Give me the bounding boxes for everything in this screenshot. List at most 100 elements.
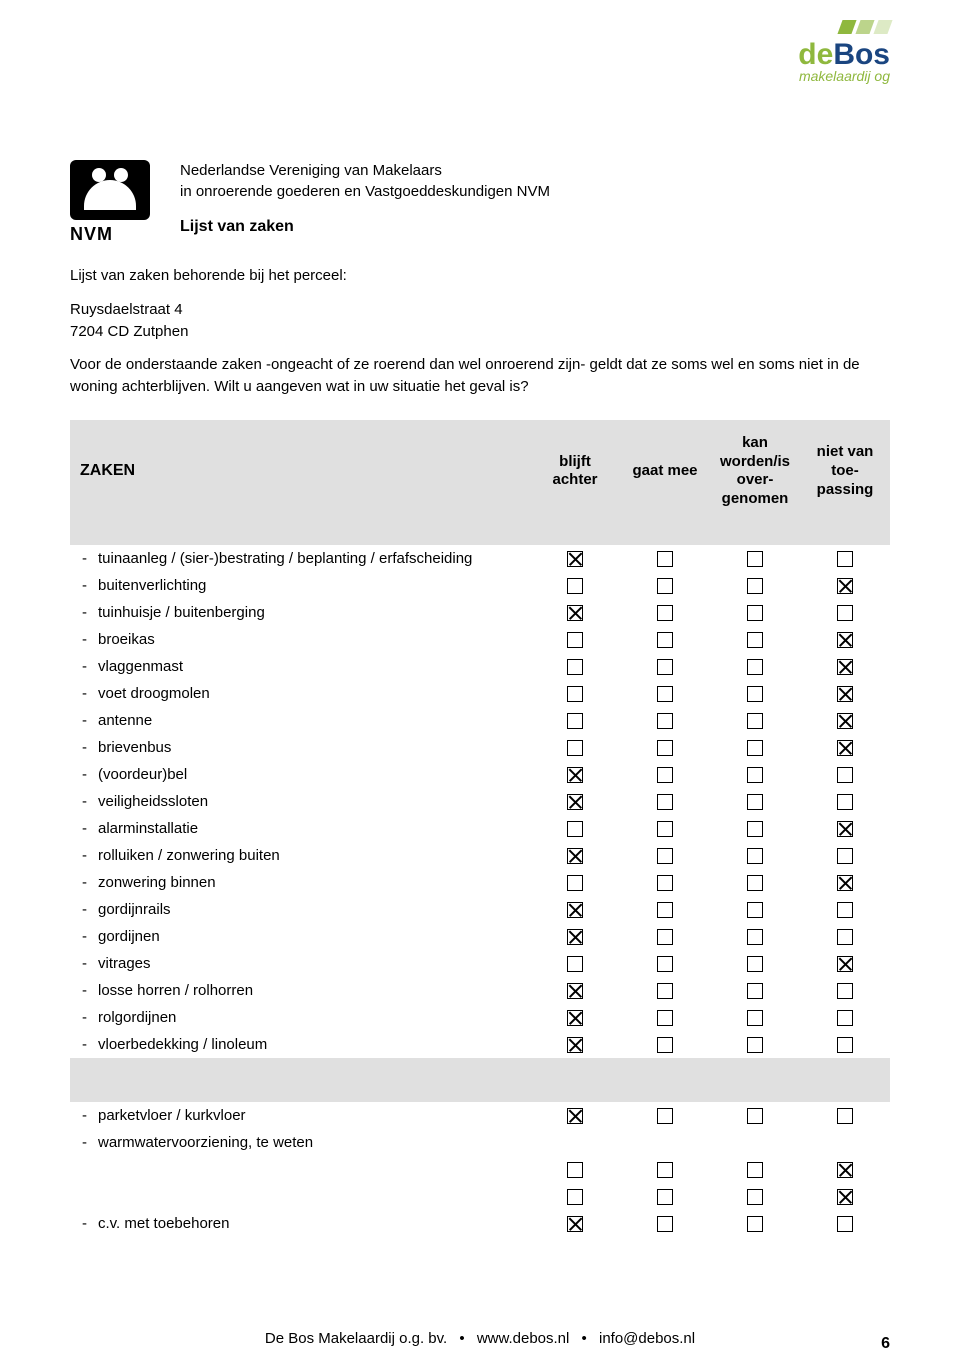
checkbox[interactable] (837, 902, 853, 918)
checkbox[interactable] (657, 551, 673, 567)
checkbox[interactable] (657, 902, 673, 918)
checkbox[interactable] (837, 1162, 853, 1178)
footer-sep-2: • (582, 1330, 587, 1347)
checkbox[interactable] (657, 713, 673, 729)
checkbox[interactable] (837, 686, 853, 702)
checkbox[interactable] (657, 740, 673, 756)
checkbox[interactable] (657, 821, 673, 837)
checkbox[interactable] (747, 605, 763, 621)
checkbox[interactable] (657, 1010, 673, 1026)
checkbox[interactable] (657, 929, 673, 945)
checkbox[interactable] (747, 713, 763, 729)
checkbox[interactable] (657, 1216, 673, 1232)
checkbox[interactable] (747, 551, 763, 567)
checkbox[interactable] (837, 632, 853, 648)
checkbox[interactable] (747, 1108, 763, 1124)
checkbox[interactable] (567, 794, 583, 810)
checkbox[interactable] (747, 1189, 763, 1205)
checkbox[interactable] (837, 1037, 853, 1053)
checkbox[interactable] (657, 1108, 673, 1124)
checkbox[interactable] (747, 848, 763, 864)
checkbox[interactable] (747, 983, 763, 999)
checkbox[interactable] (837, 740, 853, 756)
checkbox[interactable] (747, 794, 763, 810)
check-cell (800, 653, 890, 680)
checkbox[interactable] (837, 794, 853, 810)
checkbox[interactable] (837, 767, 853, 783)
checkbox[interactable] (747, 875, 763, 891)
checkbox[interactable] (747, 1010, 763, 1026)
checkbox[interactable] (837, 929, 853, 945)
checkbox[interactable] (567, 713, 583, 729)
checkbox[interactable] (567, 1216, 583, 1232)
checkbox[interactable] (747, 821, 763, 837)
check-cell (620, 1004, 710, 1031)
checkbox[interactable] (657, 659, 673, 675)
checkbox[interactable] (567, 1108, 583, 1124)
checkbox[interactable] (747, 902, 763, 918)
check-cell (620, 545, 710, 572)
checkbox[interactable] (567, 1037, 583, 1053)
checkbox[interactable] (657, 848, 673, 864)
checkbox[interactable] (837, 1189, 853, 1205)
checkbox[interactable] (567, 1162, 583, 1178)
checkbox[interactable] (837, 983, 853, 999)
checkbox[interactable] (837, 605, 853, 621)
checkbox[interactable] (657, 767, 673, 783)
checkbox[interactable] (747, 1037, 763, 1053)
checkbox[interactable] (837, 848, 853, 864)
checkbox[interactable] (567, 983, 583, 999)
check-cell (530, 626, 620, 653)
checkbox[interactable] (567, 551, 583, 567)
checkbox[interactable] (657, 605, 673, 621)
checkbox[interactable] (567, 767, 583, 783)
checkbox[interactable] (567, 956, 583, 972)
checkbox[interactable] (567, 686, 583, 702)
checkbox[interactable] (657, 875, 673, 891)
checkbox[interactable] (567, 1010, 583, 1026)
checkbox[interactable] (837, 956, 853, 972)
checkbox[interactable] (567, 821, 583, 837)
checkbox[interactable] (657, 794, 673, 810)
table-row: (voordeur)bel (70, 761, 890, 788)
checkbox[interactable] (837, 578, 853, 594)
checkbox[interactable] (567, 659, 583, 675)
checkbox[interactable] (567, 848, 583, 864)
checkbox[interactable] (567, 902, 583, 918)
checkbox[interactable] (837, 875, 853, 891)
checkbox[interactable] (657, 578, 673, 594)
checkbox[interactable] (747, 740, 763, 756)
checkbox[interactable] (747, 956, 763, 972)
th-zaken: ZAKEN (70, 420, 530, 523)
checkbox[interactable] (567, 1189, 583, 1205)
checkbox[interactable] (567, 929, 583, 945)
checkbox[interactable] (747, 1162, 763, 1178)
checkbox[interactable] (657, 632, 673, 648)
checkbox[interactable] (747, 578, 763, 594)
checkbox[interactable] (837, 659, 853, 675)
checkbox[interactable] (747, 1216, 763, 1232)
logo-nvm: NVM (70, 160, 160, 245)
checkbox[interactable] (837, 1216, 853, 1232)
checkbox[interactable] (657, 1189, 673, 1205)
checkbox[interactable] (657, 956, 673, 972)
checkbox[interactable] (837, 821, 853, 837)
checkbox[interactable] (657, 686, 673, 702)
checkbox[interactable] (837, 1108, 853, 1124)
checkbox[interactable] (567, 740, 583, 756)
checkbox[interactable] (657, 1037, 673, 1053)
checkbox[interactable] (747, 929, 763, 945)
checkbox[interactable] (837, 1010, 853, 1026)
checkbox[interactable] (747, 659, 763, 675)
checkbox[interactable] (837, 551, 853, 567)
checkbox[interactable] (567, 578, 583, 594)
checkbox[interactable] (567, 605, 583, 621)
checkbox[interactable] (837, 713, 853, 729)
checkbox[interactable] (567, 875, 583, 891)
checkbox[interactable] (747, 632, 763, 648)
checkbox[interactable] (747, 767, 763, 783)
checkbox[interactable] (657, 1162, 673, 1178)
checkbox[interactable] (567, 632, 583, 648)
checkbox[interactable] (747, 686, 763, 702)
checkbox[interactable] (657, 983, 673, 999)
